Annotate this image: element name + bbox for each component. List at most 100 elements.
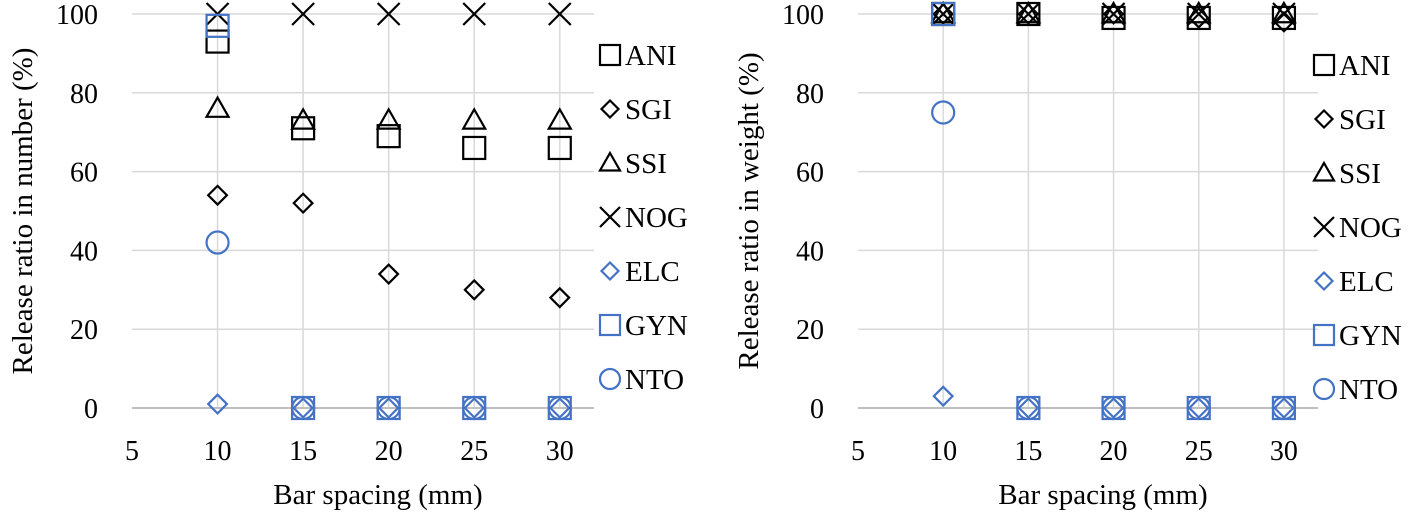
left-legend-marker-nog [599,206,621,228]
right-y-tick-label: 60 [796,158,824,189]
left-x-tick-label: 25 [460,436,488,467]
left-chart-number: 5 10 15 20 25 30 0 20 40 60 80 100 Bar spacing (mm)… [7,0,688,511]
left-point-elc [548,397,571,419]
right-legend-marker-ani [1312,53,1336,77]
right-point-nto [1186,395,1211,421]
right-y-tick-label: 40 [796,236,824,267]
right-point-ssi [930,0,957,24]
left-point-ani [547,135,572,161]
left-y-tick-label: 0 [84,394,98,425]
right-data-marks [930,0,1297,421]
left-point-nto [462,395,487,421]
right-point-nog [1016,2,1041,26]
right-point-nto [1271,395,1297,421]
left-y-tick-label: 40 [70,236,98,267]
left-legend-item-ssi: SSI [598,148,667,180]
right-point-elc [1187,397,1210,419]
left-point-sgi [292,192,315,215]
right-legend-item-nog: NOG [1313,212,1402,244]
right-point-nto [1101,395,1126,421]
right-axes: 5 10 15 20 25 30 0 20 40 60 80 100 [782,0,1318,467]
left-point-ani [462,135,487,161]
left-point-nto [376,395,401,421]
left-x-tick-label: 30 [546,436,574,467]
right-legend-label: NOG [1339,212,1402,244]
right-legend-item-gyn: GYN [1312,320,1402,352]
left-legend-item-gyn: GYN [598,310,688,342]
left-point-nog [547,2,572,26]
right-chart-weight: 5 10 15 20 25 30 0 20 40 60 80 100 Bar spacing (mm)… [733,0,1402,511]
left-y-tick-label: 60 [70,158,98,189]
right-legend-label: ANI [1339,50,1391,82]
left-point-gyn [205,13,230,38]
left-x-tick-label: 10 [204,436,232,467]
right-y-tick-label: 0 [810,394,824,425]
left-legend-label: ANI [625,40,677,72]
left-point-elc [292,397,315,419]
left-point-ssi [461,107,488,130]
left-point-sgi [463,278,486,301]
left-point-nog [291,2,315,26]
left-legend-label: SSI [625,148,667,180]
left-point-ssi [546,107,573,130]
left-y-tick-label: 20 [70,315,98,346]
left-x-tick-label: 20 [375,436,403,467]
left-legend-label: GYN [625,310,688,342]
right-point-ssi [1185,0,1212,24]
left-data-marks [204,2,573,421]
left-legend-marker-elc [599,260,621,282]
right-legend-label: ELC [1339,266,1394,298]
right-x-tick-label: 5 [851,436,865,467]
right-point-ssi [1271,0,1297,24]
right-x-tick-label: 15 [1014,436,1042,467]
left-point-ssi [204,95,231,118]
left-legend-item-nto: NTO [598,364,684,396]
left-legend-label: NTO [625,364,684,396]
left-point-nog [462,2,487,26]
left-x-tick-label: 5 [125,436,139,467]
right-point-ssi [1100,0,1127,24]
right-point-nog [1272,2,1296,26]
right-legend-item-elc: ELC [1313,266,1394,298]
left-axes: 5 10 15 20 25 30 0 20 40 60 80 100 [56,0,594,467]
right-point-ssi [1015,0,1042,24]
right-x-axis-label: Bar spacing (mm) [998,479,1207,511]
left-legend: ANI SGI SSI NOG ELC GYN NTO [598,40,688,396]
right-y-tick-label: 100 [782,0,824,31]
right-point-nto [931,100,956,125]
left-point-ani [205,29,230,54]
right-point-nog [1186,2,1211,26]
right-point-elc [1273,397,1295,419]
left-point-elc [206,393,229,415]
left-point-sgi [548,286,571,309]
left-legend-label: NOG [625,202,688,234]
right-y-axis-label: Release ratio in weight (%) [733,52,765,369]
right-x-tick-label: 25 [1185,436,1213,467]
right-point-ani [1101,5,1126,31]
left-point-elc [463,397,486,419]
right-legend-item-ani: ANI [1312,50,1391,82]
right-y-tick-label: 20 [796,315,824,346]
left-legend-item-elc: ELC [599,256,680,288]
right-x-tick-label: 20 [1100,436,1128,467]
left-legend-marker-ani [598,43,622,67]
right-point-elc [1102,397,1125,419]
right-point-ani [1186,5,1211,31]
right-legend-marker-gyn [1312,323,1336,347]
left-legend-marker-ssi [598,150,622,172]
left-legend-label: ELC [625,256,680,288]
left-legend-item-nog: NOG [599,202,688,234]
left-point-ssi [290,107,317,130]
left-point-nto [291,395,316,421]
left-point-sgi [206,184,229,207]
left-legend-item-ani: ANI [598,40,677,72]
right-grid [858,13,1318,408]
right-legend-label: SGI [1339,104,1386,136]
right-point-ani [1271,5,1297,31]
right-x-tick-label: 30 [1270,436,1298,467]
left-legend-marker-sgi [599,98,621,120]
left-point-ani [376,124,401,149]
right-legend-marker-nog [1313,216,1335,238]
right-point-nog [1101,2,1126,26]
